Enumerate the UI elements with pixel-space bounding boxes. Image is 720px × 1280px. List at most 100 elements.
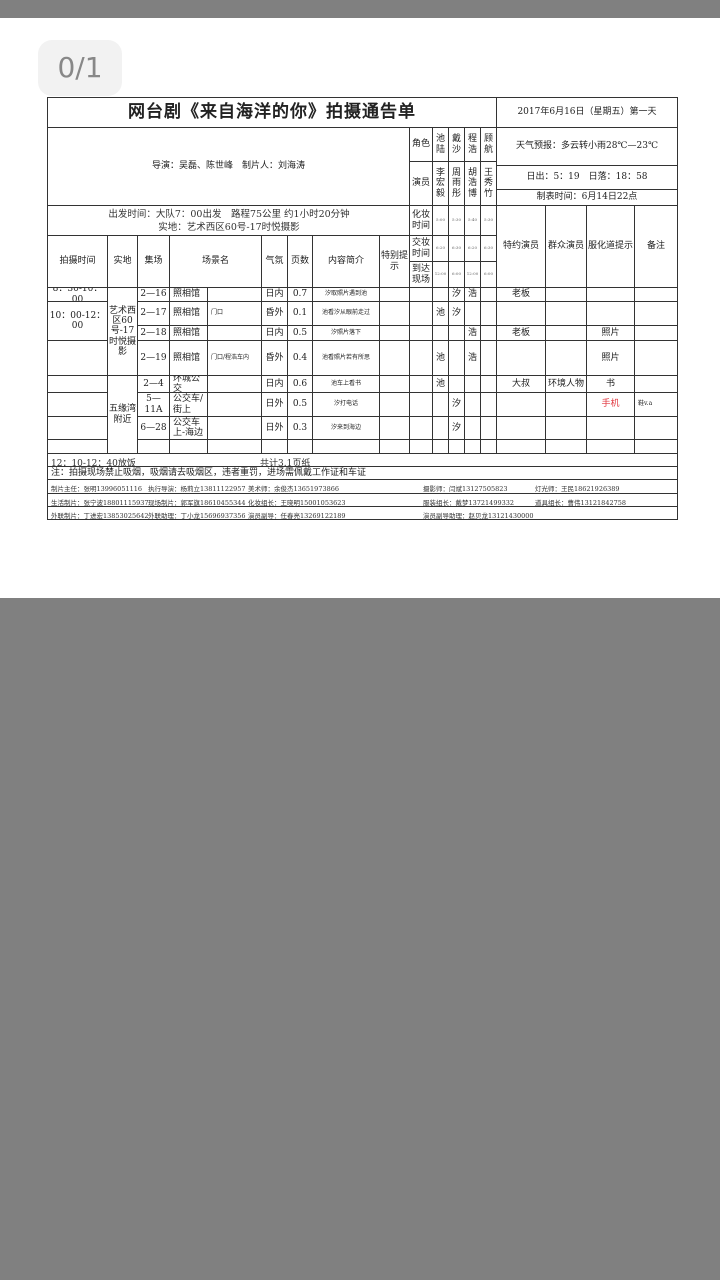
ready-time: 6:30	[448, 235, 465, 262]
summary-cell: 汐照片落下	[312, 325, 380, 341]
mood-cell: 日内	[261, 325, 288, 341]
remarks-cell	[634, 439, 678, 454]
scene-cell: 2—16	[137, 287, 170, 302]
special-cell	[379, 439, 410, 454]
arrive-time: 6:00	[448, 261, 465, 288]
sheet-title: 网台剧《来自海洋的你》拍摄通告单	[47, 97, 497, 128]
character-cell: 汐	[448, 392, 465, 417]
summary-cell: 池车上看书	[312, 375, 380, 393]
header-set: 场景名	[169, 235, 262, 288]
blank-cell	[409, 439, 433, 454]
character-cell	[448, 340, 465, 376]
header-pages: 页数	[287, 235, 313, 288]
ready-time: 6:30	[480, 235, 497, 262]
mood-cell: 日内	[261, 375, 288, 393]
character-cell	[432, 416, 449, 440]
actor-name: 王秀竹	[480, 161, 497, 206]
character-cell: 池	[432, 375, 449, 393]
shoot-time	[47, 340, 108, 376]
role-name: 程浩	[464, 127, 481, 162]
summary-cell	[312, 439, 380, 454]
set-cell: 公交车/街上	[169, 392, 208, 417]
special-cell	[379, 340, 410, 376]
contact-row	[47, 506, 678, 520]
ready-label: 交妆时间	[409, 235, 433, 262]
actor-label: 演员	[409, 161, 433, 206]
props-cell: 手机	[586, 392, 635, 417]
character-cell	[448, 375, 465, 393]
crew-info: 导演：吴磊、陈世峰 制片人：刘海涛	[47, 127, 410, 206]
mood-cell: 日外	[261, 392, 288, 417]
role-name: 顾航	[480, 127, 497, 162]
character-cell	[464, 439, 481, 454]
arrive-time: 12:00	[464, 261, 481, 288]
props-cell: 照片	[586, 340, 635, 376]
set-detail-cell	[207, 392, 262, 417]
ready-time: 6:20	[464, 235, 481, 262]
location-cell: 五缘湾附近	[107, 375, 138, 454]
blank-cell	[409, 340, 433, 376]
props-cell	[586, 416, 635, 440]
actor-name: 周雨彤	[448, 161, 465, 206]
pages-cell: 0.5	[287, 325, 313, 341]
header-mood: 气氛	[261, 235, 288, 288]
blank-cell	[409, 325, 433, 341]
shoot-time	[47, 392, 108, 417]
guest-cell	[496, 439, 546, 454]
makeup-label: 化妆时间	[409, 205, 433, 236]
sheet-date: 2017年6月16日（星期五）第一天	[496, 97, 678, 128]
guest-cell	[496, 392, 546, 417]
contact-entry: 演员副导：任春亮13269122189	[248, 512, 346, 520]
character-cell: 浩	[464, 325, 481, 341]
guest-cell	[496, 301, 546, 326]
pages-cell: 0.5	[287, 392, 313, 417]
extras-cell: 环境人物	[545, 375, 587, 393]
departure-text: 出发时间：大队7：00出发 路程75公里 约1小时20分钟 实地：艺术西区60号-…	[48, 208, 410, 234]
props-cell: 照片	[586, 325, 635, 341]
set-cell: 公交车上-海边	[169, 416, 208, 440]
special-cell	[379, 301, 410, 326]
character-cell: 浩	[464, 340, 481, 376]
mood-cell: 昏外	[261, 301, 288, 326]
set-cell: 照相馆	[169, 287, 208, 302]
character-cell	[480, 287, 497, 302]
set-detail-cell	[207, 375, 262, 393]
set-detail-cell	[207, 325, 262, 341]
meal-time: 12：10-12：40放饭	[51, 459, 136, 469]
remarks-cell	[634, 416, 678, 440]
set-cell: 照相馆	[169, 340, 208, 376]
role-name: 戴沙	[448, 127, 465, 162]
scene-cell: 2—18	[137, 325, 170, 341]
summary-cell: 汐取照片遇到池	[312, 287, 380, 302]
remarks-cell	[634, 325, 678, 341]
scene-cell	[137, 439, 170, 454]
shoot-time: 8：30-10：00	[47, 287, 108, 302]
contact-entry: 灯光师：王民18621926389	[535, 485, 620, 493]
makeup-time: 5:00	[432, 205, 449, 236]
props-cell	[586, 287, 635, 302]
set-detail-cell: 门口/程浩车内	[207, 340, 262, 376]
ready-time: 6:20	[432, 235, 449, 262]
page-indicator: 0/1	[38, 40, 122, 96]
character-cell	[432, 392, 449, 417]
scene-cell: 5—11A	[137, 392, 170, 417]
contact-entry: 生活制片：张宁波18801115937	[51, 499, 149, 507]
blank-cell	[409, 392, 433, 417]
contact-entry: 服装组长：戴梦13721499332	[423, 499, 514, 507]
special-cell	[379, 287, 410, 302]
guest-cell	[496, 416, 546, 440]
scene-cell: 6—28	[137, 416, 170, 440]
character-cell: 汐	[448, 416, 465, 440]
header-remarks: 备注	[634, 205, 678, 288]
character-cell	[480, 439, 497, 454]
set-detail-cell: 门口	[207, 301, 262, 326]
character-cell	[480, 416, 497, 440]
character-cell	[480, 301, 497, 326]
scene-cell: 2—19	[137, 340, 170, 376]
document-page	[0, 18, 720, 598]
mood-cell: 日内	[261, 287, 288, 302]
extras-cell	[545, 416, 587, 440]
contact-entry: 美术师：余俊杰13651973866	[248, 485, 339, 493]
header-guest: 特约演员	[496, 205, 546, 288]
meal-row	[47, 453, 678, 467]
